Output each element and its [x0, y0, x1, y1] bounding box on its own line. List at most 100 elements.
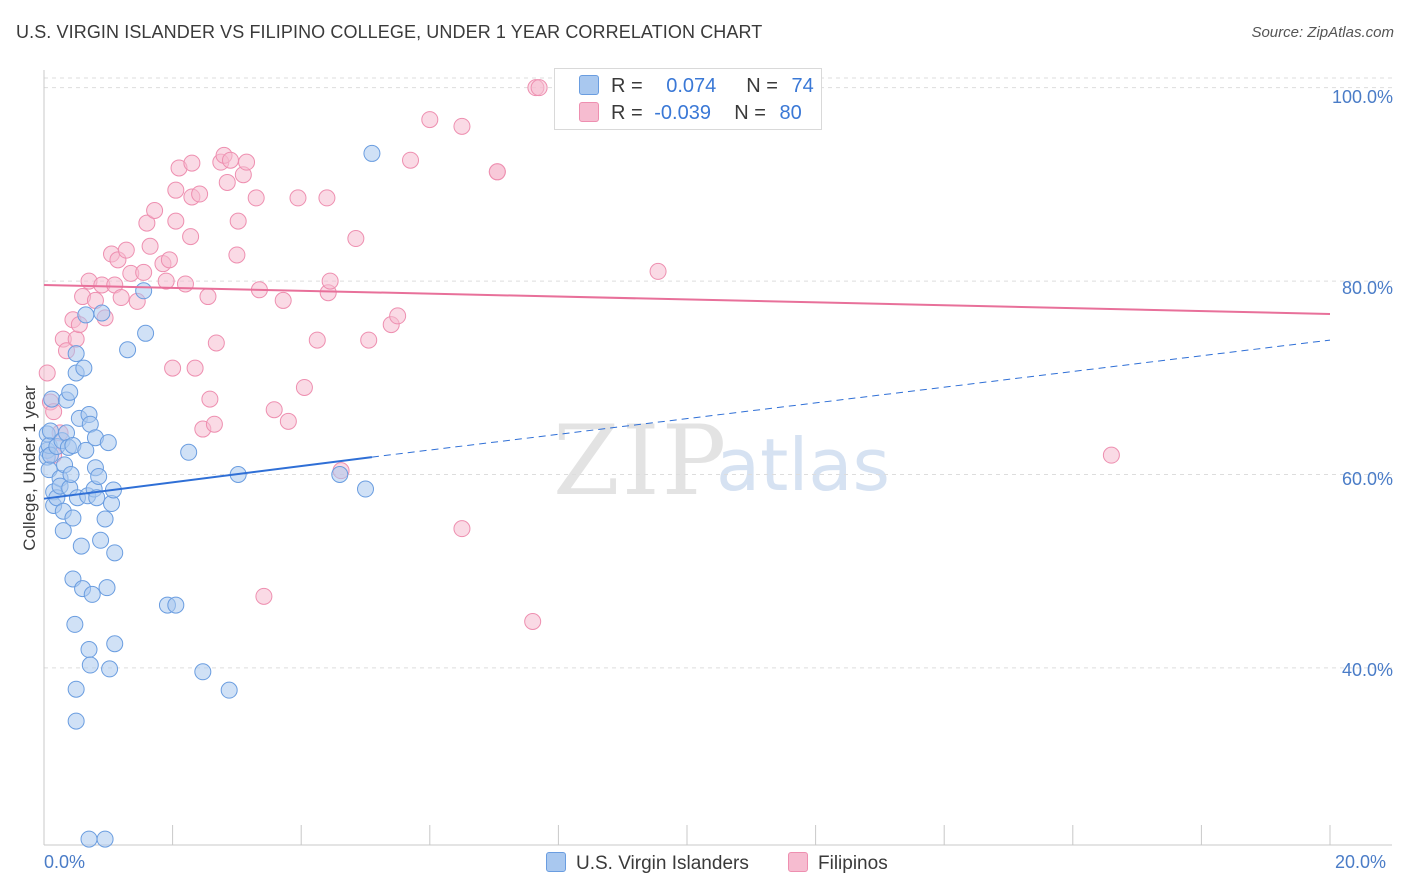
x-tick-label-max: 20.0%	[1335, 852, 1387, 872]
filipino-point	[1102, 446, 1120, 464]
filipino-point	[164, 359, 182, 377]
watermark-zip: ZIP	[553, 405, 729, 517]
virgin-islander-point	[119, 341, 137, 359]
virgin-islander-point	[96, 510, 114, 528]
filipino-point	[321, 272, 339, 290]
filipino-point	[117, 241, 135, 259]
filipino-point	[247, 189, 265, 207]
filipino-point	[207, 334, 225, 352]
legend-swatch-pink	[579, 102, 599, 122]
legend-n-value: 80	[779, 102, 802, 124]
y-tick-label-80: 80.0%	[1341, 278, 1393, 298]
filipino-point	[38, 364, 56, 382]
virgin-islander-point	[93, 304, 111, 322]
filipino-point	[308, 331, 326, 349]
legend-row-virgin-islanders: R = 0.074 N = 74	[579, 75, 814, 99]
bottom-legend-virgin-islanders: U.S. Virgin Islanders	[546, 852, 749, 875]
filipino-point	[183, 154, 201, 172]
virgin-islander-point	[62, 466, 80, 484]
x-tick-label-min: 0.0%	[44, 852, 86, 872]
source-credit: Source: ZipAtlas.com	[1251, 24, 1394, 41]
legend-swatch-blue	[579, 75, 599, 95]
virgin-islander-point	[98, 579, 116, 597]
virgin-islander-point	[99, 434, 117, 452]
filipino-point	[265, 401, 283, 419]
filipino-point	[138, 214, 156, 232]
filipino-point	[238, 153, 256, 171]
virgin-islander-point	[331, 466, 349, 484]
filipino-point	[67, 330, 85, 348]
filipino-point	[112, 289, 130, 307]
virgin-islander-point	[81, 656, 99, 674]
virgin-islander-point	[67, 712, 85, 730]
filipino-point	[221, 151, 239, 169]
virgin-islander-point	[83, 585, 101, 603]
virgin-islander-point	[88, 489, 106, 507]
filipino-point	[229, 212, 247, 230]
bottom-legend-swatch-blue	[546, 852, 566, 872]
y-tick-label-100: 100.0%	[1331, 87, 1393, 107]
filipino-point	[191, 185, 209, 203]
virgin-islander-point	[72, 537, 90, 555]
y-tick-label-40: 40.0%	[1341, 660, 1393, 680]
virgin-islander-point	[101, 660, 119, 678]
virgin-islander-point	[194, 663, 212, 681]
virgin-islander-point	[64, 509, 82, 527]
legend-r-value: 0.074	[666, 75, 717, 97]
legend-r-label: R =	[611, 102, 643, 124]
y-tick-label-60: 60.0%	[1341, 469, 1393, 489]
virgin-islander-trend-line	[43, 456, 373, 500]
virgin-islander-trend-extension	[371, 339, 1331, 458]
legend-n-label: N =	[734, 102, 766, 124]
virgin-islander-point	[135, 282, 153, 300]
virgin-islander-point	[106, 635, 124, 653]
legend-n-label: N =	[746, 75, 778, 97]
virgin-islander-point	[77, 306, 95, 324]
filipino-point	[274, 291, 292, 309]
filipino-point	[347, 230, 365, 248]
virgin-islander-point	[80, 830, 98, 848]
virgin-islander-point	[363, 144, 381, 162]
virgin-islander-point	[43, 390, 61, 408]
virgin-islander-point	[67, 345, 85, 363]
filipino-point	[453, 520, 471, 538]
filipino-point	[289, 189, 307, 207]
virgin-islander-point	[96, 830, 114, 848]
filipino-point	[186, 359, 204, 377]
virgin-islander-point	[66, 615, 84, 633]
bottom-legend-swatch-pink	[788, 852, 808, 872]
filipino-point	[167, 181, 185, 199]
filipino-point	[453, 117, 471, 135]
chart-title: U.S. VIRGIN ISLANDER VS FILIPINO COLLEGE…	[16, 22, 763, 42]
filipino-point	[157, 272, 175, 290]
filipino-point	[228, 246, 246, 264]
virgin-islander-point	[180, 443, 198, 461]
filipino-point	[402, 151, 420, 169]
y-axis-label: College, Under 1 year	[20, 385, 39, 551]
filipino-point	[160, 251, 178, 269]
virgin-islander-point	[167, 596, 185, 614]
filipino-point	[279, 412, 297, 430]
filipino-point	[295, 378, 313, 396]
filipino-point	[360, 331, 378, 349]
virgin-islander-point	[61, 383, 79, 401]
filipino-point	[167, 212, 185, 230]
filipino-point	[255, 587, 273, 605]
correlation-legend: R = 0.074 N = 74 R = -0.039 N = 80	[554, 68, 822, 130]
bottom-legend-label: Filipinos	[818, 853, 888, 874]
filipino-point	[530, 79, 548, 97]
legend-n-value: 74	[791, 75, 814, 97]
filipino-point	[421, 111, 439, 129]
filipino-trend-line	[43, 283, 1331, 315]
filipino-point	[524, 613, 542, 631]
filipino-point	[141, 237, 159, 255]
filipino-point	[201, 390, 219, 408]
legend-r-label: R =	[611, 75, 643, 97]
virgin-islander-point	[77, 441, 95, 459]
filipino-point	[218, 173, 236, 191]
legend-row-filipinos: R = -0.039 N = 80	[579, 102, 802, 126]
filipino-point	[389, 307, 407, 325]
bottom-legend-label: U.S. Virgin Islanders	[576, 853, 749, 874]
filipino-point	[146, 201, 164, 219]
